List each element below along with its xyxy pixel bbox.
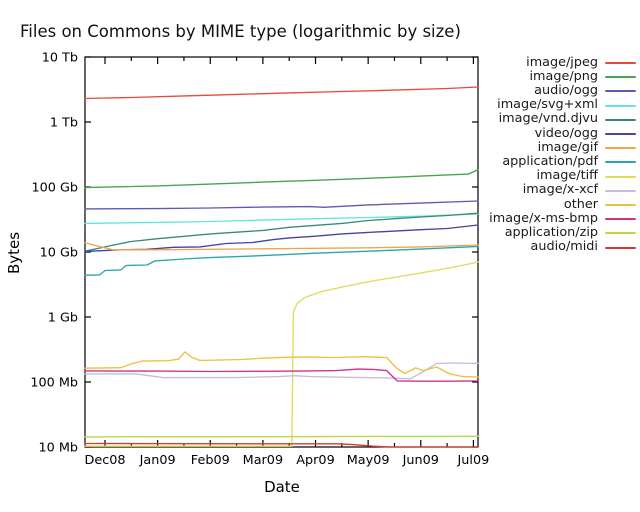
legend-swatch [605,76,636,79]
y-tick-label: 10 Mb [38,441,78,456]
series-line-image-tiff [84,261,479,447]
y-tick-label: 10 Gb [40,246,78,261]
series-line-image-png [84,168,479,189]
legend-swatch [605,218,636,221]
legend-swatch [605,161,636,164]
y-tick-label: 100 Mb [30,376,78,391]
chart-legend: image/jpeg image/png audio/ogg image/svg+xm… [489,56,636,255]
legend-label: image/jpeg [526,54,598,70]
legend-swatch [605,147,636,150]
legend-item: image/vnd.djvu [489,113,636,127]
legend-swatch [605,203,636,206]
legend-item: image/x-ms-bmp [489,212,636,226]
legend-swatch [605,246,636,249]
legend-item: image/gif [489,141,636,155]
legend-swatch [605,118,636,121]
x-tick-label: Jun09 [402,453,439,468]
legend-swatch [605,175,636,178]
legend-label: video/ogg [534,125,598,141]
legend-swatch [605,133,636,136]
series-line-video-ogg [84,224,479,253]
legend-label: image/x-xcf [522,182,598,198]
legend-label: image/vnd.djvu [498,111,598,127]
series-line-image-x-ms-bmp [84,368,479,382]
x-tick-label: May09 [347,453,390,468]
x-tick-label: Jul09 [457,453,490,468]
y-tick-label: 100 Gb [31,181,78,196]
legend-label: audio/midi [530,239,598,255]
y-tick-label: 1 Gb [48,311,78,326]
x-tick-label: Feb09 [191,453,230,468]
x-tick-label: Jan09 [139,453,176,468]
chart-title: Files on Commons by MIME type (logarithm… [20,22,461,41]
legend-swatch [605,189,636,192]
legend-label: image/tiff [536,168,598,184]
legend-label: application/zip [504,224,598,240]
legend-item: video/ogg [489,127,636,141]
legend-item: image/svg+xml [489,97,636,113]
legend-label: image/png [529,68,598,84]
plot-border [84,56,479,448]
series-line-audio-midi [84,442,479,448]
legend-label: application/pdf [502,154,598,169]
legend-label: image/x-ms-bmp [489,210,598,226]
series-line-image-x-xcf [84,362,479,380]
legend-item: audio/ogg [489,84,636,98]
legend-swatch [605,232,636,235]
legend-swatch [605,90,636,93]
series-line-image-jpeg [84,86,479,100]
series-line-image-vnd-djvu [84,212,479,252]
y-tick-label: 10 Tb [42,51,78,66]
series-line-image-gif [84,242,479,251]
legend-item: image/tiff [489,168,636,184]
x-tick-label: Mar09 [243,453,283,468]
legend-label: image/gif [537,139,598,155]
x-tick-label: Apr09 [296,453,334,468]
legend-item: image/x-xcf [489,184,636,198]
series-line-application-pdf [84,245,479,276]
legend-item: audio/midi [489,240,636,254]
legend-item: application/pdf [489,155,636,169]
x-tick-label: Dec08 [84,453,125,468]
legend-item: image/jpeg [489,56,636,70]
y-tick-label: 1 Tb [50,116,78,131]
legend-swatch [605,104,636,107]
legend-label: other [563,196,598,212]
series-line-audio-ogg [84,200,479,210]
series-line-application-zip [84,435,479,438]
legend-label: audio/ogg [534,83,598,99]
legend-item: other [489,198,636,212]
x-axis-label: Date [264,478,300,496]
series-line-other [84,351,479,378]
legend-swatch [605,62,636,65]
legend-item: application/zip [489,226,636,240]
series-line-image-svg-xml [84,213,479,225]
legend-item: image/png [489,70,636,84]
legend-label: image/svg+xml [497,97,598,113]
